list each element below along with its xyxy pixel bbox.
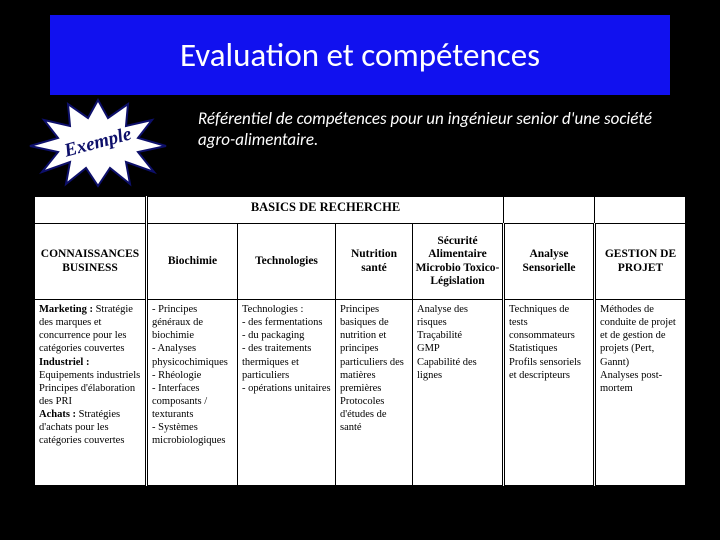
competence-table: BASICS DE RECHERCHE CONNAISSANCES BUSINE… xyxy=(34,196,686,486)
cell-securite: Analyse des risques Traçabilité GMP Capa… xyxy=(412,300,503,486)
col-header: Sécurité Alimentaire Microbio Toxico- Lé… xyxy=(412,224,503,300)
table-cell xyxy=(594,197,685,224)
col-header: Analyse Sensorielle xyxy=(503,224,594,300)
title-banner: Evaluation et compétences xyxy=(50,15,670,95)
cell-biochimie: - Principes généraux de biochimie - Anal… xyxy=(147,300,238,486)
table-cell xyxy=(503,197,594,224)
table-cell xyxy=(35,197,147,224)
cell-gestion: Méthodes de conduite de projet et de ges… xyxy=(594,300,685,486)
table-body-row: Marketing : Stratégie des marques et con… xyxy=(35,300,686,486)
col-header: Nutrition santé xyxy=(335,224,412,300)
col-header: GESTION DE PROJET xyxy=(594,224,685,300)
cell-technologies: Technologies : - des fermentations - du … xyxy=(238,300,336,486)
col-header: CONNAISSANCES BUSINESS xyxy=(35,224,147,300)
table-group-row: BASICS DE RECHERCHE xyxy=(35,197,686,224)
cell-business: Marketing : Stratégie des marques et con… xyxy=(35,300,147,486)
page-title: Evaluation et compétences xyxy=(180,35,540,75)
intro-text: Référentiel de compétences pour un ingén… xyxy=(198,108,693,151)
col-header: Biochimie xyxy=(147,224,238,300)
table-header-row: CONNAISSANCES BUSINESS Biochimie Technol… xyxy=(35,224,686,300)
table: BASICS DE RECHERCHE CONNAISSANCES BUSINE… xyxy=(34,196,686,486)
cell-nutrition: Principes basiques de nutrition et princ… xyxy=(335,300,412,486)
col-header: Technologies xyxy=(238,224,336,300)
group-header: BASICS DE RECHERCHE xyxy=(147,197,504,224)
cell-sensorielle: Techniques de tests consommateurs Statis… xyxy=(503,300,594,486)
example-starburst: Exemple xyxy=(28,98,168,188)
